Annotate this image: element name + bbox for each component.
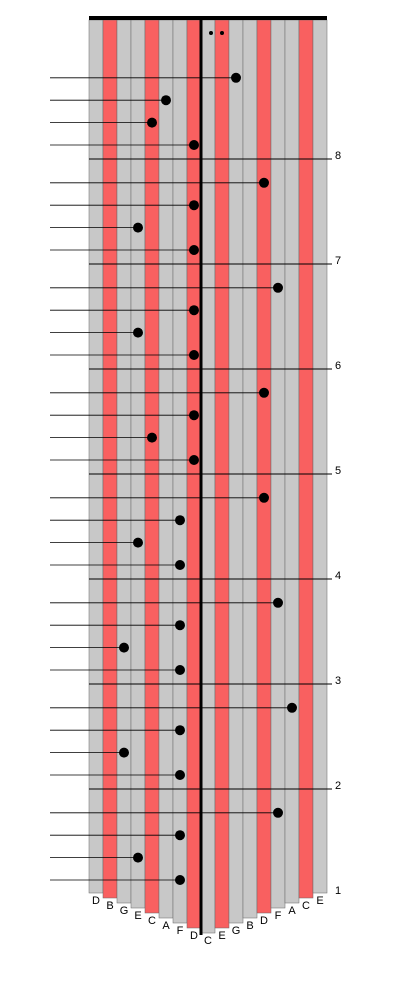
note [189, 305, 199, 316]
tine-label: E [218, 930, 225, 942]
note [259, 177, 269, 188]
note [259, 492, 269, 503]
note [175, 560, 185, 570]
note [175, 515, 185, 526]
note [147, 432, 157, 443]
tine-label: B [246, 920, 253, 932]
tine-label: D [260, 915, 268, 927]
note [189, 455, 199, 465]
tine [116, 19, 132, 904]
tine [256, 19, 272, 914]
measure-number: 3 [335, 675, 341, 687]
tine-label: G [120, 905, 129, 917]
measure-number: 2 [335, 780, 341, 792]
measure-number: 8 [335, 150, 341, 162]
tine [158, 19, 174, 919]
note [189, 410, 199, 421]
note [189, 350, 199, 360]
tine [228, 19, 244, 924]
tine-label: G [232, 925, 241, 937]
note [119, 747, 129, 758]
measure-number: 4 [335, 570, 341, 582]
note [161, 95, 171, 106]
tine-label: E [134, 910, 141, 922]
tine [284, 19, 300, 904]
tine-marker [220, 31, 224, 35]
note [189, 200, 199, 211]
tine [172, 19, 188, 924]
note [133, 852, 143, 863]
measure-number: 6 [335, 360, 341, 372]
note [175, 620, 185, 631]
note [133, 327, 143, 338]
tine-label: C [148, 915, 156, 927]
tine-label: A [162, 920, 170, 932]
tine-label: A [288, 905, 296, 917]
note [273, 282, 283, 293]
tine-marker [209, 31, 213, 35]
tine [88, 19, 104, 894]
note [259, 387, 269, 398]
tine [200, 19, 216, 934]
note [273, 807, 283, 818]
note [273, 597, 283, 608]
note [175, 725, 185, 736]
tine-label: B [106, 900, 113, 912]
tine [242, 19, 258, 919]
tine-label: D [190, 930, 198, 942]
note [133, 222, 143, 233]
note [287, 702, 297, 713]
measure-number: 5 [335, 465, 341, 477]
tine-label: F [177, 925, 184, 937]
note [175, 665, 185, 675]
tine [298, 19, 314, 899]
note [175, 830, 185, 841]
note [231, 72, 241, 83]
tine [312, 19, 328, 894]
note [189, 140, 199, 150]
tine-label: D [92, 895, 100, 907]
note [133, 537, 143, 548]
note [119, 642, 129, 653]
tine-label: C [204, 935, 212, 947]
tine [270, 19, 286, 909]
tine-label: C [302, 900, 310, 912]
measure-number: 7 [335, 255, 341, 267]
note [147, 117, 157, 128]
note [189, 245, 199, 255]
tine-label: E [316, 895, 323, 907]
tine [102, 19, 118, 899]
note [175, 770, 185, 780]
measure-number: 1 [335, 885, 341, 897]
note [175, 875, 185, 885]
tine [144, 19, 160, 914]
tine-label: F [275, 910, 282, 922]
